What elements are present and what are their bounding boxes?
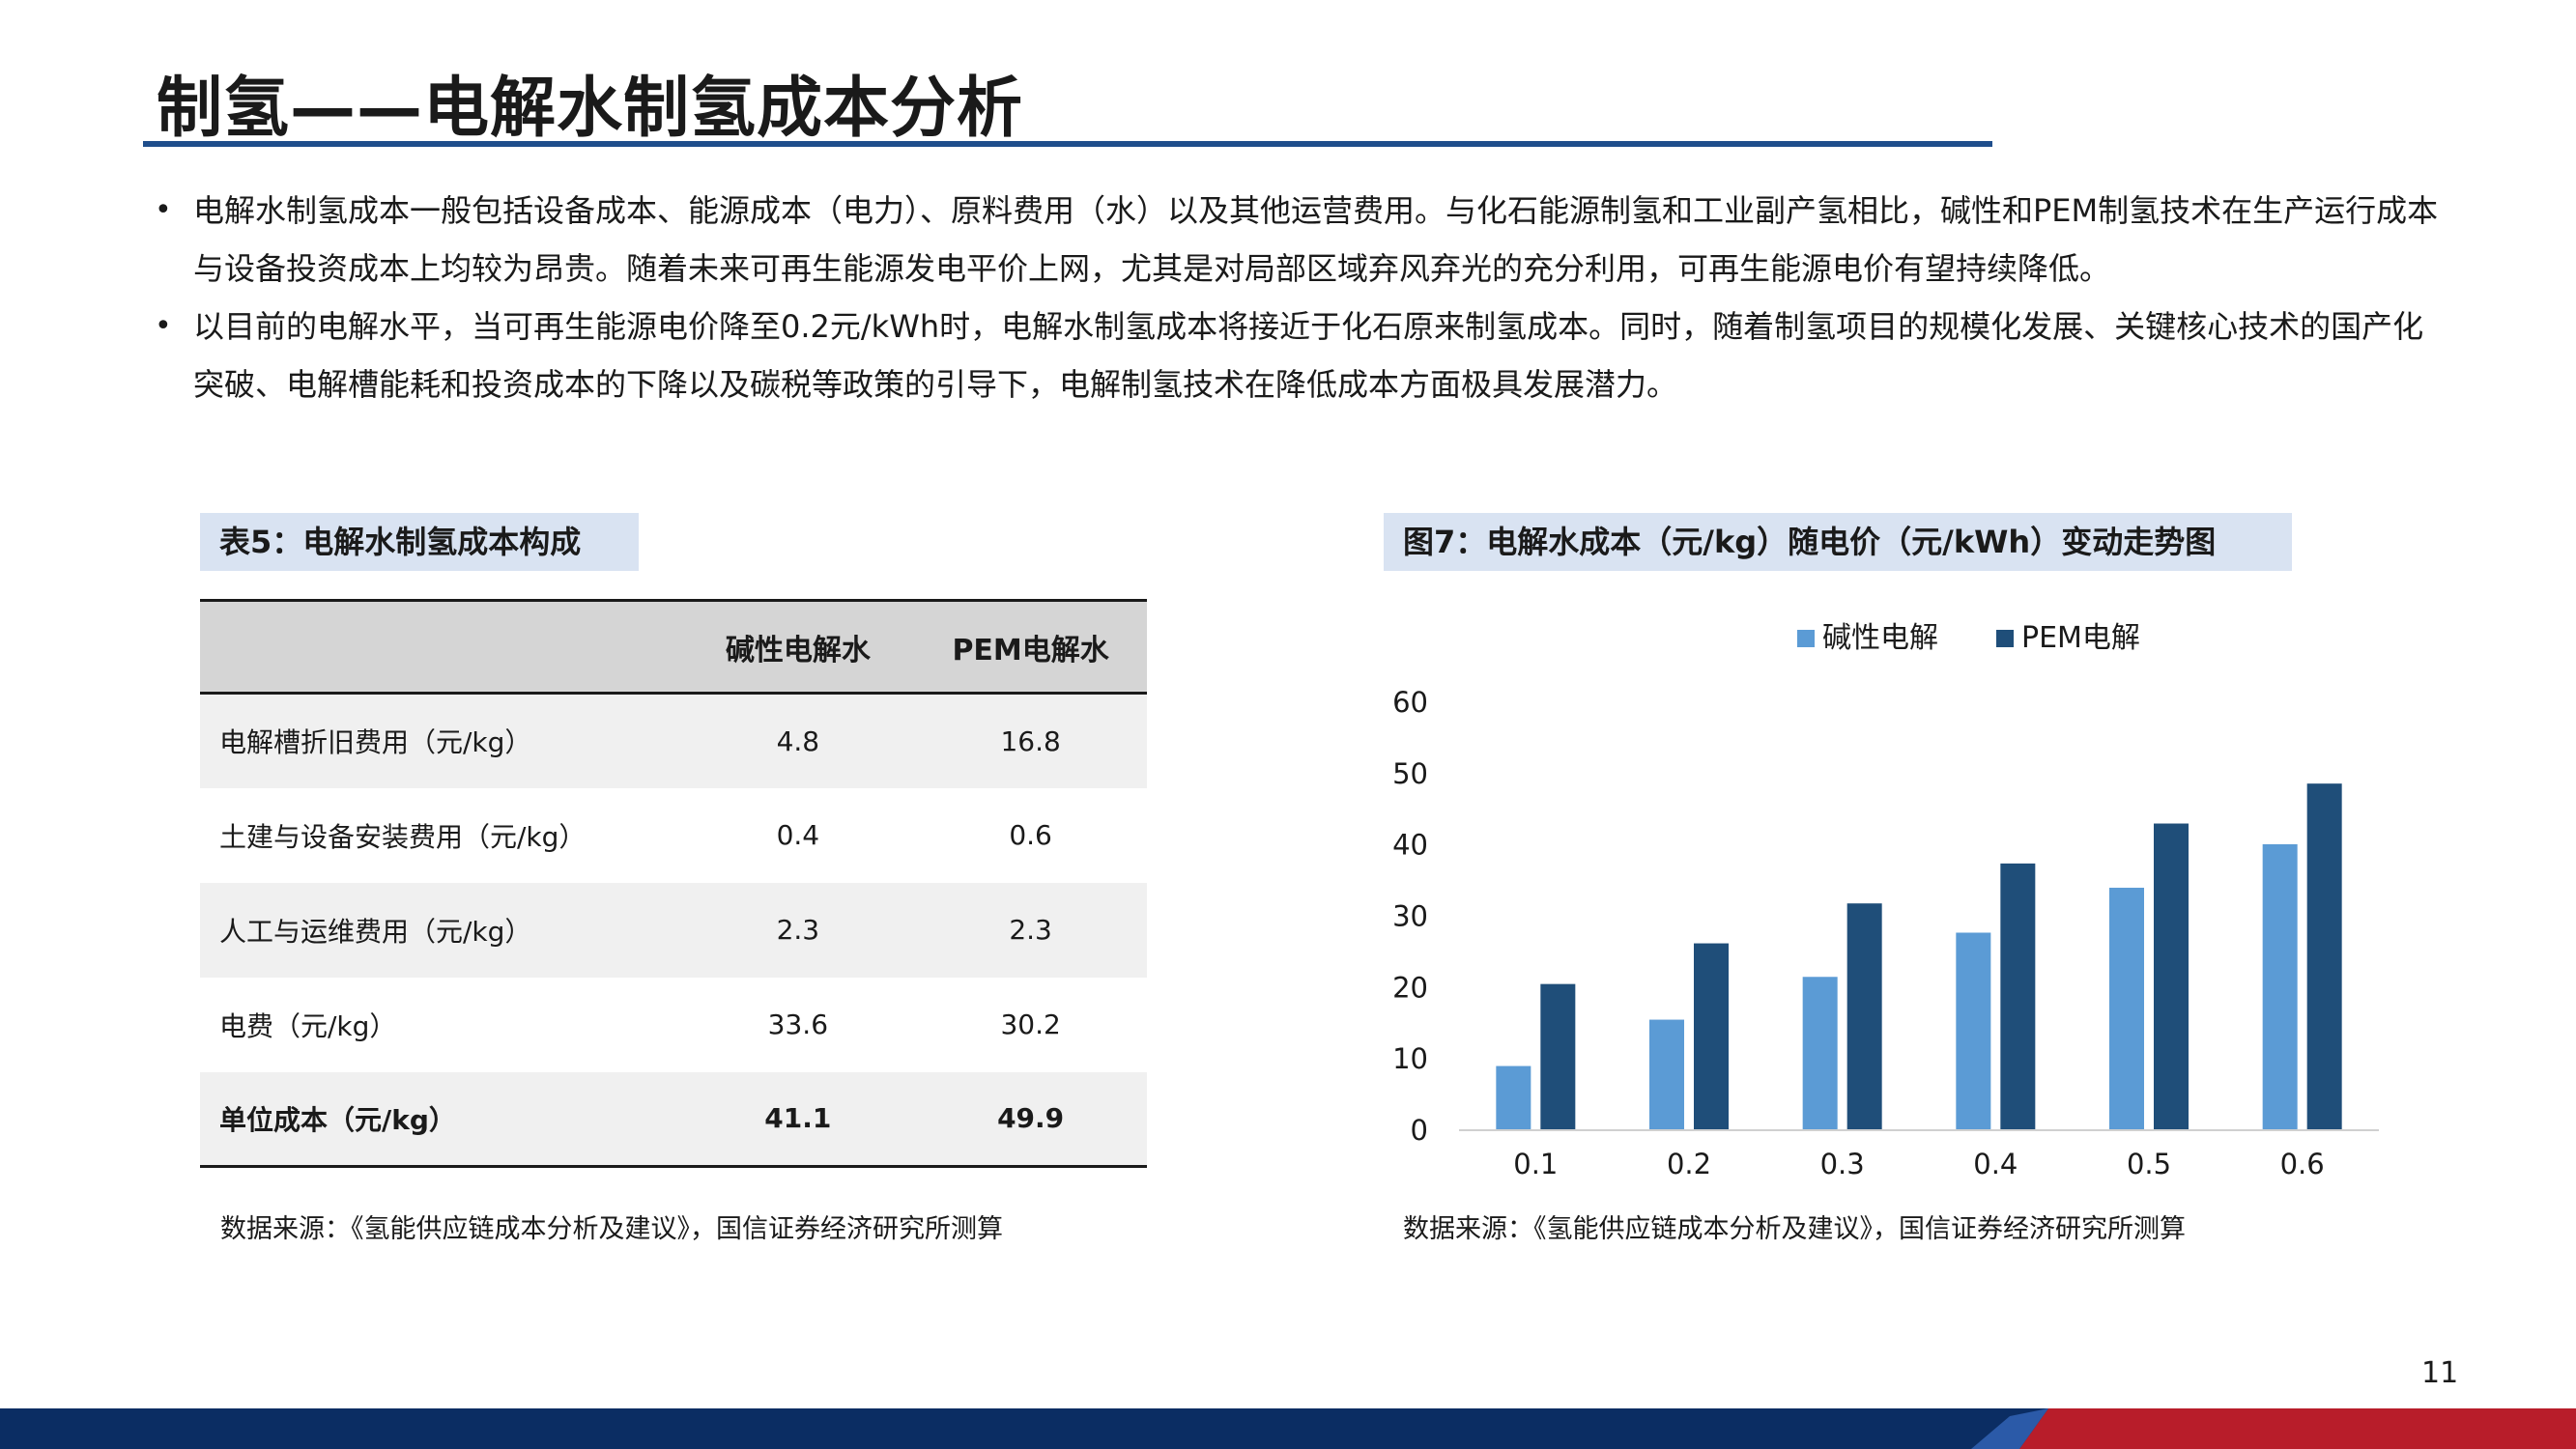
bullet-text: 以目前的电解水平，当可再生能源电价降至0.2元/kWh时，电解水制氢成本将接近于… [193,308,2424,403]
x-tick-label: 0.4 [1973,1148,2018,1180]
footer-red-band [2019,1408,2576,1449]
table-header-row: 碱性电解水 PEM电解水 [200,600,1147,694]
alkaline-value: 0.4 [776,819,820,851]
pem-bar [1540,983,1576,1130]
bullet-marker: • [155,193,172,227]
pem-value: 30.2 [1000,1009,1061,1040]
page-title: 制氢——电解水制氢成本分析 [157,71,1024,147]
alkaline-bar [2262,843,2298,1130]
y-tick-label: 20 [1392,971,1428,1004]
y-axis: 0 10 20 30 40 50 60 [1392,686,1428,1147]
legend-swatch [1797,630,1815,647]
row-label: 电费（元/kg） [219,1009,397,1042]
y-tick-label: 0 [1411,1114,1428,1147]
alkaline-bar [1649,1019,1684,1130]
bullet-list: • 电解水制氢成本一般包括设备成本、能源成本（电力）、原料费用（水）以及其他运营… [155,182,2445,413]
alkaline-bar [1496,1065,1531,1130]
alkaline-bar [1956,932,1991,1130]
alkaline-value: 2.3 [776,914,820,946]
pem-value: 49.9 [997,1102,1065,1135]
pem-value: 0.6 [1009,819,1052,851]
pem-value: 16.8 [1000,724,1061,757]
bullet-text: 电解水制氢成本一般包括设备成本、能源成本（电力）、原料费用（水）以及其他运营费用… [193,192,2439,287]
legend-label: PEM电解 [2021,621,2140,655]
table-row: 土建与设备安装费用（元/kg） 0.4 0.6 [200,787,1147,883]
table-header-pem: PEM电解水 [952,633,1109,668]
legend-label: 碱性电解 [1822,621,1938,655]
x-tick-label: 0.3 [1820,1148,1865,1180]
pem-value: 2.3 [1009,914,1052,946]
table-row: 人工与运维费用（元/kg） 2.3 2.3 [200,882,1147,978]
row-label: 土建与设备安装费用（元/kg） [219,820,587,853]
table-total-row: 单位成本（元/kg） 41.1 49.9 [200,1071,1147,1167]
table-caption: 表5：电解水制氢成本构成 [200,513,639,571]
y-tick-label: 30 [1392,900,1428,933]
bullet-item: • 以目前的电解水平，当可再生能源电价降至0.2元/kWh时，电解水制氢成本将接… [155,298,2445,413]
pem-bar [1846,903,1882,1130]
x-tick-label: 0.6 [2280,1148,2325,1180]
pem-bar [2000,863,2036,1130]
y-tick-label: 10 [1392,1042,1428,1075]
title-underline [143,141,1992,147]
footer-bar [0,1408,2576,1449]
x-tick-label: 0.5 [2127,1148,2171,1180]
table-row: 电费（元/kg） 33.6 30.2 [200,977,1147,1072]
table-header-empty [200,601,681,694]
x-tick-label: 0.2 [1667,1148,1711,1180]
x-axis: 0.1 0.2 0.3 0.4 0.5 0.6 [1513,1148,2324,1180]
chart-bars [1496,783,2342,1130]
legend-swatch [1996,630,2014,647]
pem-bar [1694,943,1729,1130]
alkaline-bar [1802,977,1838,1130]
pem-bar [2306,783,2342,1130]
table-header-alkaline: 碱性电解水 [725,633,871,668]
y-tick-label: 60 [1392,686,1428,719]
row-label: 人工与运维费用（元/kg） [219,915,532,948]
figure-caption: 图7：电解水成本（元/kg）随电价（元/kWh）变动走势图 [1384,513,2292,571]
alkaline-value: 41.1 [764,1102,832,1135]
row-label: 单位成本（元/kg） [219,1103,456,1136]
cost-table: 碱性电解水 PEM电解水 电解槽折旧费用（元/kg） 4.8 16.8 土建与设… [200,599,1147,1168]
bullet-item: • 电解水制氢成本一般包括设备成本、能源成本（电力）、原料费用（水）以及其他运营… [155,182,2445,298]
x-tick-label: 0.1 [1513,1148,1558,1180]
pem-bar [2154,823,2189,1130]
alkaline-bar [2109,887,2144,1130]
footer-accent-band [1971,1408,2048,1449]
y-tick-label: 40 [1392,829,1428,862]
page-number: 11 [2421,1356,2459,1390]
bullet-marker: • [155,309,172,343]
table-source-note: 数据来源：《氢能供应链成本分析及建议》，国信证券经济研究所测算 [220,1214,1003,1244]
alkaline-value: 33.6 [767,1009,829,1040]
figure-source-note: 数据来源：《氢能供应链成本分析及建议》，国信证券经济研究所测算 [1403,1214,2186,1244]
cost-table-container: 碱性电解水 PEM电解水 电解槽折旧费用（元/kg） 4.8 16.8 土建与设… [200,599,1147,1168]
chart-legend: 碱性电解 PEM电解 [1797,621,2140,655]
row-label: 电解槽折旧费用（元/kg） [219,726,532,759]
y-tick-label: 50 [1392,757,1428,790]
alkaline-value: 4.8 [776,724,820,757]
table-row: 电解槽折旧费用（元/kg） 4.8 16.8 [200,693,1147,788]
